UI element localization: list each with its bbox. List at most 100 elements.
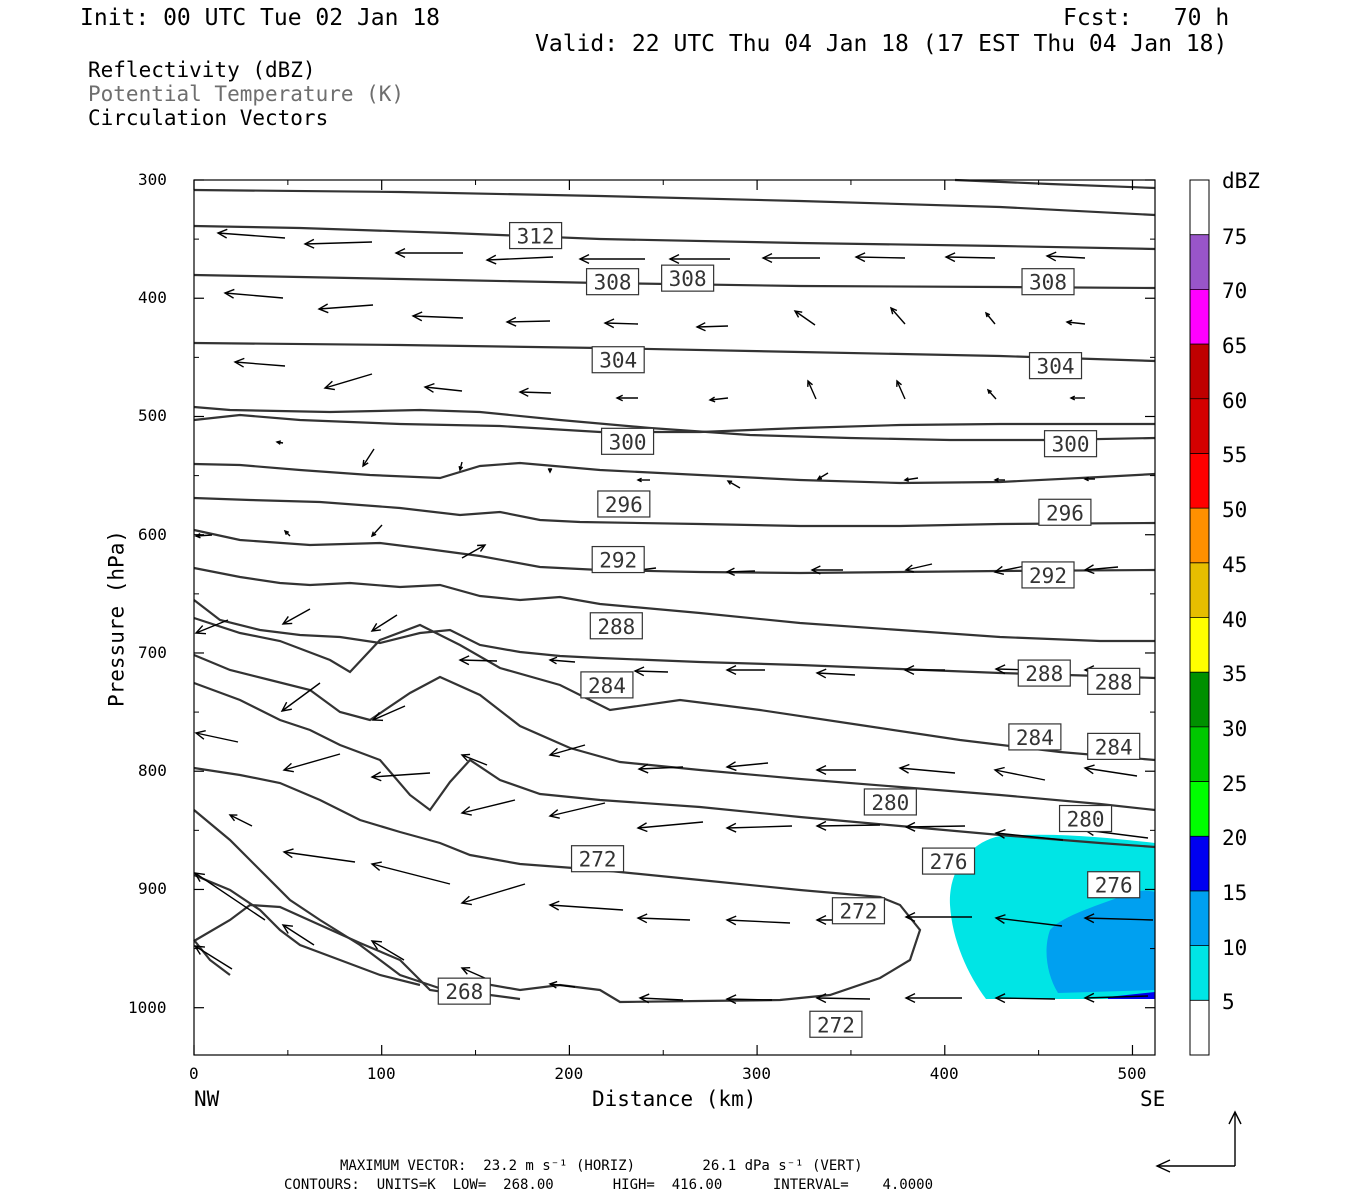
vector-arrow — [460, 967, 488, 980]
field-potential-temperature: Potential Temperature (K) — [88, 82, 405, 106]
vector-arrow — [815, 668, 856, 679]
svg-text:308: 308 — [1029, 271, 1067, 295]
reflectivity-shading — [949, 834, 1155, 999]
vector-arrow — [1083, 476, 1095, 482]
vector-arrow — [578, 254, 645, 264]
colorbar-segment — [1190, 180, 1209, 235]
contour-label: 288 — [1087, 667, 1141, 695]
vector-arrow — [281, 608, 311, 625]
forecast-hour: Fcst: 70 h — [1063, 5, 1230, 31]
x-tick-label: 300 — [742, 1064, 771, 1083]
contour-line — [193, 616, 1156, 762]
contour-label: 300 — [1043, 430, 1098, 458]
contour-line — [193, 939, 231, 976]
vector-arrow — [1069, 395, 1085, 401]
x-tick-label: 400 — [929, 1064, 959, 1083]
vector-arrow — [761, 253, 820, 263]
vector-arrow — [638, 993, 684, 1004]
vector-arrow — [460, 883, 526, 906]
vector-arrow — [548, 980, 576, 989]
colorbar-segment — [1190, 726, 1209, 782]
vector-arrow — [505, 316, 551, 327]
potential-temperature-contours — [193, 178, 1156, 1004]
vector-arrow — [637, 763, 684, 774]
vector-arrow — [636, 913, 691, 924]
vector-arrow — [695, 322, 729, 332]
field-reflectivity: Reflectivity (dBZ) — [88, 58, 316, 82]
colorbar-segment — [1190, 398, 1209, 454]
svg-text:268: 268 — [445, 980, 483, 1004]
svg-text:292: 292 — [599, 549, 637, 573]
contour-line — [193, 566, 1155, 643]
contour-label: 308 — [585, 268, 640, 296]
svg-text:272: 272 — [817, 1013, 855, 1037]
vector-arrow — [485, 254, 554, 265]
vector-arrow — [303, 238, 373, 249]
y-axis-title: Pressure (hPa) — [104, 530, 129, 708]
vector-arrow — [994, 828, 1064, 841]
x-tick-label: 200 — [554, 1064, 584, 1083]
vector-arrow — [282, 848, 356, 863]
vector-arrow — [323, 373, 373, 391]
vector-arrow — [518, 387, 552, 397]
vector-arrow — [193, 872, 266, 921]
vector-arrow — [903, 665, 945, 675]
contour-line — [193, 188, 1156, 217]
vector-arrow — [228, 814, 253, 827]
vector-arrow — [461, 544, 487, 559]
vector-arrow — [233, 357, 286, 368]
svg-text:272: 272 — [579, 848, 617, 872]
svg-text:280: 280 — [871, 791, 909, 815]
vector-arrow — [194, 729, 239, 743]
vector-arrow — [548, 802, 606, 819]
vector-arrow — [726, 480, 741, 489]
vector-arrow — [458, 461, 464, 472]
contour-label: 296 — [1038, 498, 1092, 526]
contour-label: 312 — [509, 221, 563, 250]
contour-line — [193, 528, 1156, 575]
y-tick-label: 300 — [138, 170, 167, 189]
contour-line — [193, 681, 1156, 849]
vector-arrow — [815, 993, 871, 1004]
contour-line — [193, 873, 421, 987]
contour-label: 276 — [1087, 871, 1141, 899]
svg-text:288: 288 — [1025, 662, 1063, 686]
vector-arrow — [1083, 913, 1154, 924]
y-tick-label: 1000 — [128, 997, 167, 1017]
svg-text:308: 308 — [594, 271, 632, 295]
contour-label: 272 — [809, 1010, 863, 1038]
vector-arrow — [725, 994, 773, 1005]
vector-arrow — [994, 914, 1063, 927]
vector-arrow — [896, 379, 906, 400]
contour-label: 308 — [1021, 268, 1075, 296]
x-axis-title: Distance (km) — [592, 1087, 757, 1111]
vector-arrow — [904, 993, 962, 1003]
contour-label: 276 — [921, 847, 976, 875]
vector-arrow — [280, 682, 321, 712]
vector-arrow — [281, 924, 315, 946]
vector-arrow — [793, 310, 816, 326]
vector-arrow — [810, 565, 843, 575]
colorbar-segment — [1190, 945, 1209, 1001]
vector-arrow — [993, 766, 1046, 781]
colorbar-label: 35 — [1222, 662, 1248, 687]
vector-arrow — [904, 912, 972, 922]
colorbar-unit: dBZ — [1222, 169, 1260, 193]
vector-arrow — [1065, 319, 1086, 326]
colorbar-label: 55 — [1222, 443, 1248, 468]
init-time: Init: 00 UTC Tue 02 Jan 18 — [80, 5, 441, 31]
colorbar-label: 60 — [1222, 388, 1248, 413]
vector-arrow — [371, 705, 406, 722]
contour-label: 296 — [597, 490, 651, 518]
vector-arrow — [1083, 992, 1149, 1003]
vector-arrow — [1045, 251, 1086, 262]
vector-arrow — [370, 861, 451, 885]
colorbar-segment — [1190, 672, 1209, 727]
colorbar-segment — [1190, 289, 1209, 345]
vector-arrow — [986, 388, 997, 400]
vector-arrow — [708, 396, 729, 403]
vector-arrow — [411, 311, 464, 322]
vector-arrow — [216, 228, 286, 239]
contour-label: 280 — [1058, 804, 1113, 833]
svg-text:300: 300 — [609, 430, 647, 454]
